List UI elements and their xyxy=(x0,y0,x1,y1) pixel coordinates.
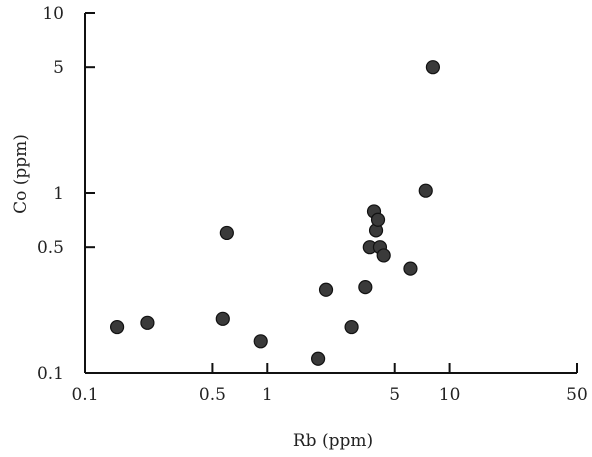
data-point xyxy=(318,282,334,297)
x-ticks: 0.1 0.5 1 5 10 50 xyxy=(71,363,588,405)
y-tick-label: 10 xyxy=(42,4,64,24)
data-point xyxy=(253,334,268,349)
data-point xyxy=(358,280,373,295)
x-tick-label: 0.5 xyxy=(199,385,226,405)
data-point xyxy=(215,311,230,326)
data-point xyxy=(140,315,155,330)
y-tick-label: 0.5 xyxy=(37,238,64,258)
x-tick-label: 10 xyxy=(439,385,461,405)
data-point xyxy=(370,212,386,227)
y-tick-label: 0.1 xyxy=(37,364,64,384)
y-ticks: 0.1 0.5 1 5 10 xyxy=(37,4,95,384)
y-axis-title: Co (ppm) xyxy=(11,134,31,214)
data-point xyxy=(403,261,418,276)
data-point xyxy=(219,225,234,241)
x-axis-title: Rb (ppm) xyxy=(293,431,373,451)
y-tick-label: 1 xyxy=(53,184,64,204)
axes xyxy=(84,13,577,374)
y-tick-label: 5 xyxy=(53,58,64,78)
data-point xyxy=(311,351,326,366)
data-points xyxy=(109,60,441,366)
data-point xyxy=(425,60,441,75)
data-point xyxy=(376,248,391,263)
data-point xyxy=(344,319,359,335)
x-tick-label: 50 xyxy=(566,385,588,405)
data-point xyxy=(418,183,433,198)
x-tick-label: 0.1 xyxy=(71,385,98,405)
data-point xyxy=(109,319,125,335)
x-tick-label: 1 xyxy=(262,385,273,405)
x-tick-label: 5 xyxy=(389,385,400,405)
